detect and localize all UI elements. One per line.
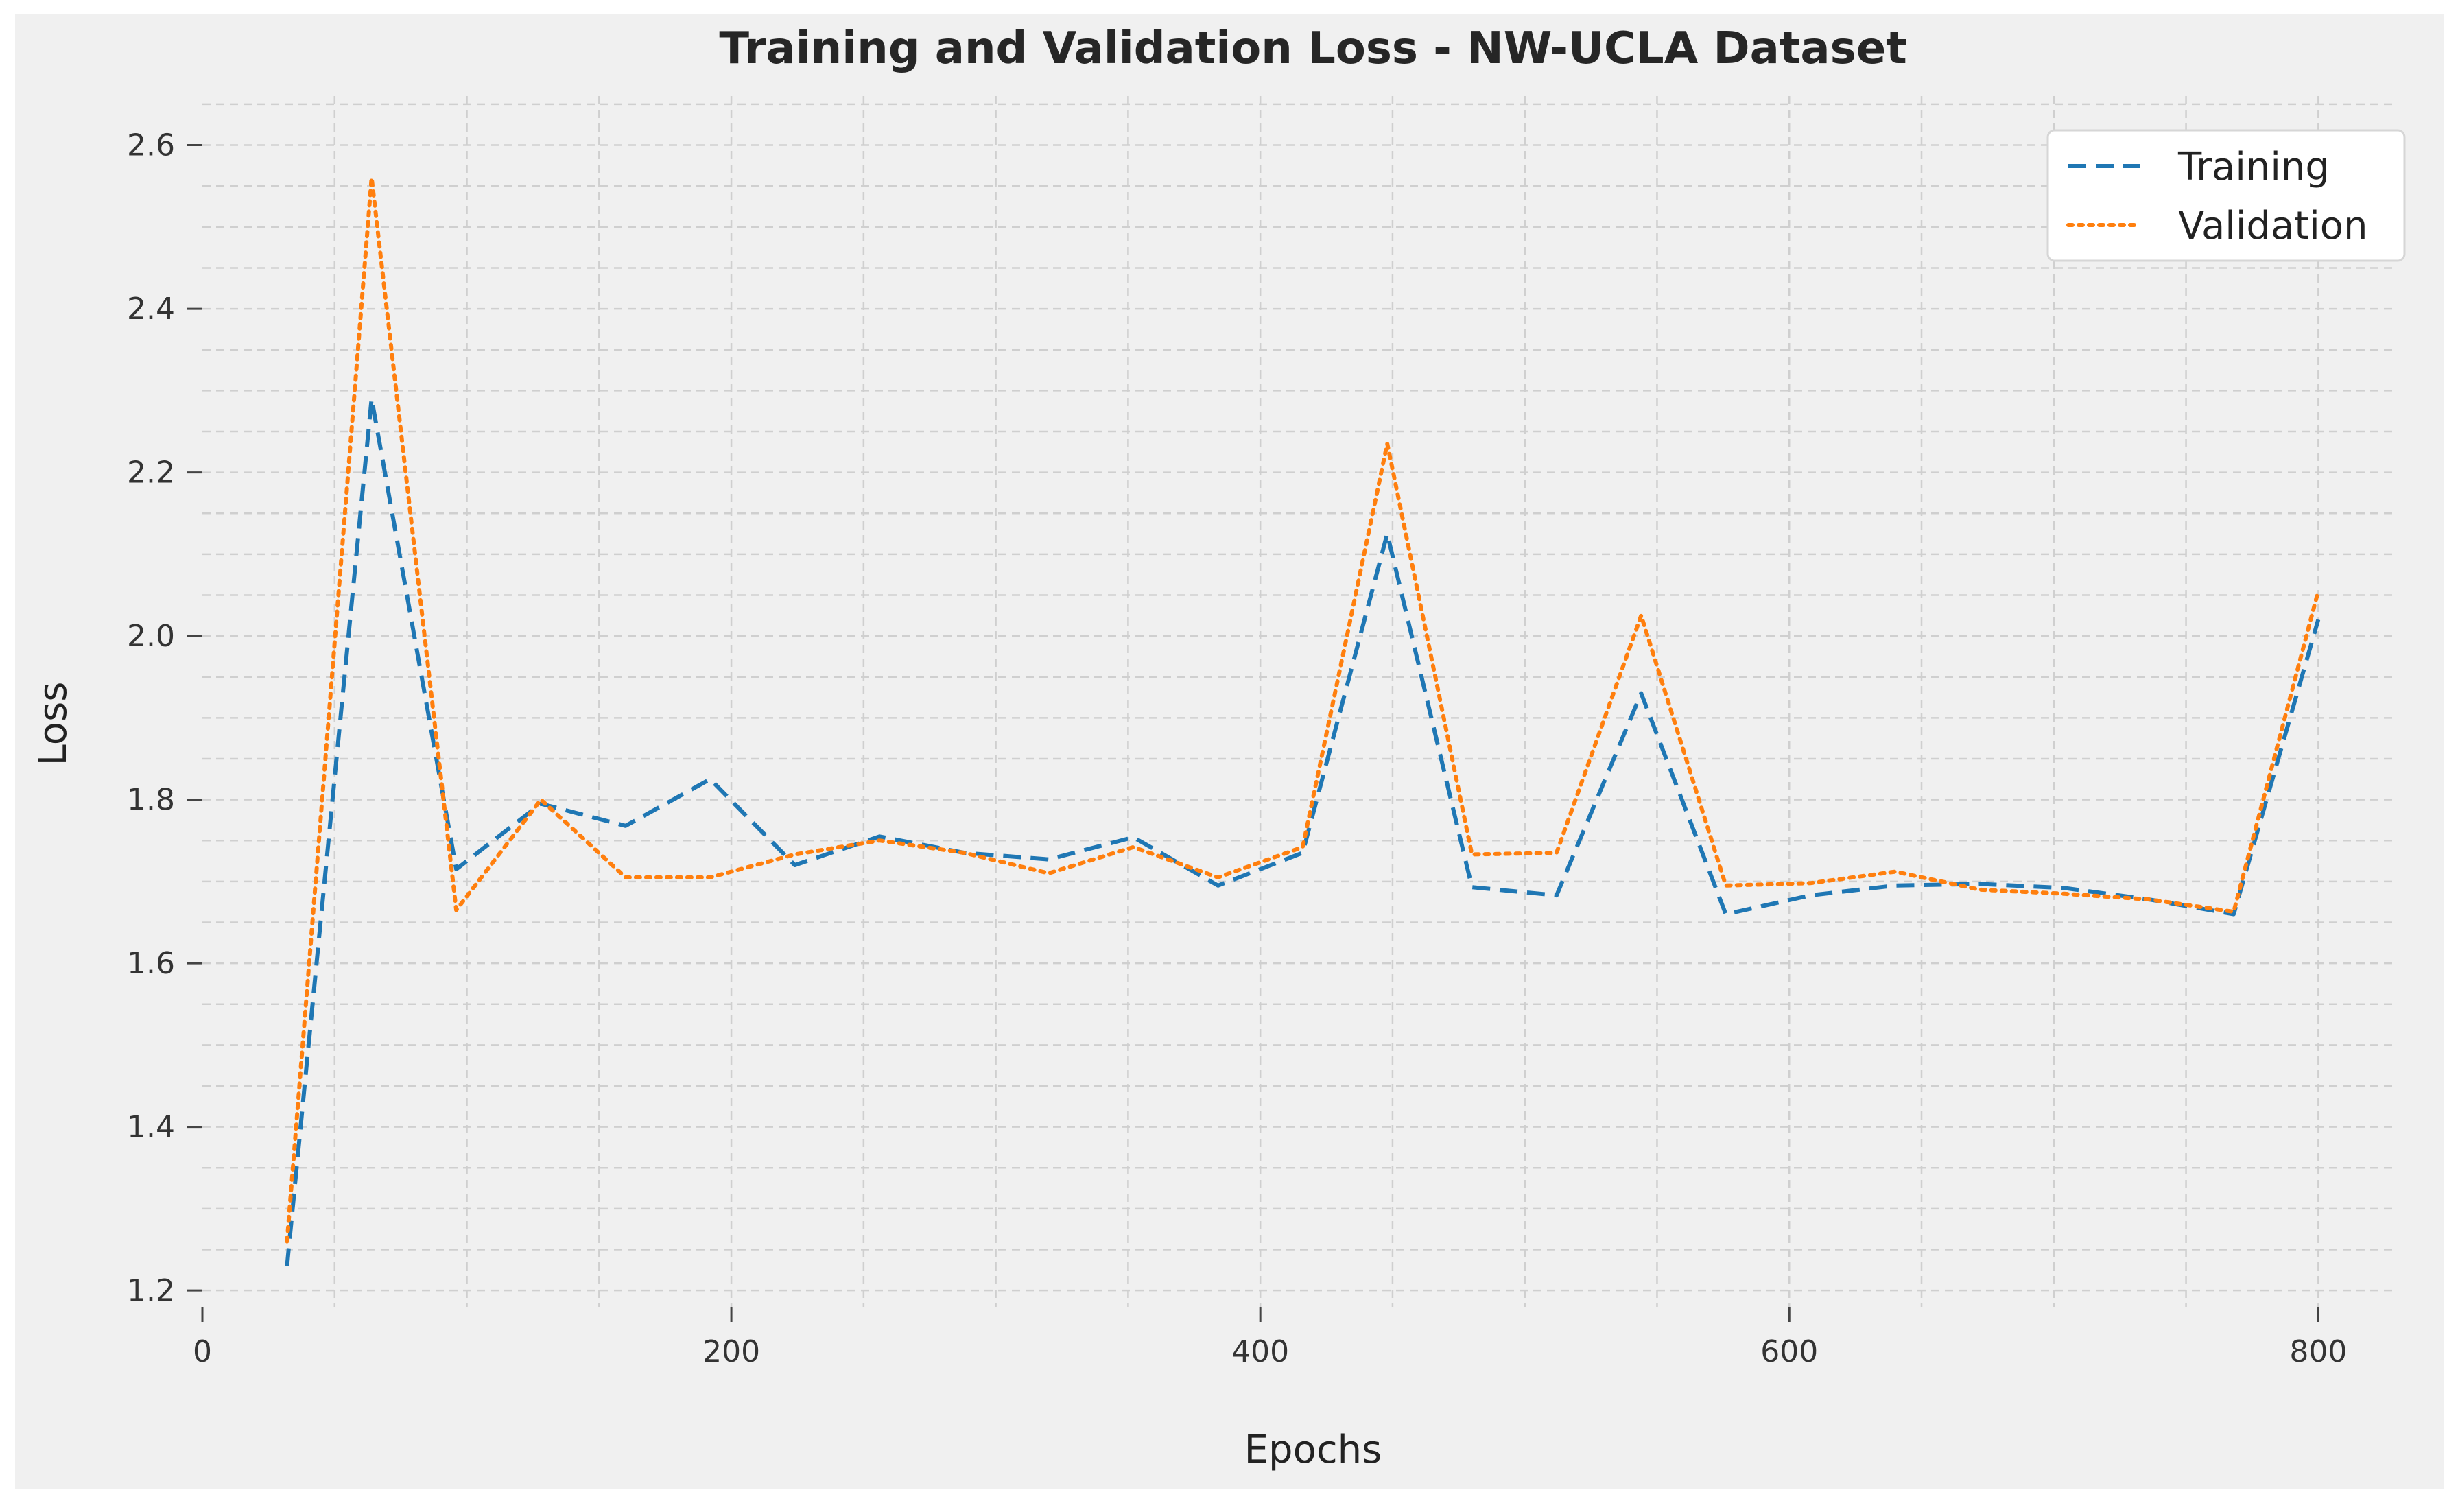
series-lines [285, 176, 2321, 1266]
x-tick-label: 600 [1760, 1334, 1818, 1369]
series-line-validation [285, 176, 2321, 1244]
y-tick-label: 1.2 [127, 1273, 175, 1308]
axes: 1.2 1.4 1.6 1.8 2.0 2.2 2.4 2.6 0 200 400 600 800 [127, 128, 2347, 1369]
y-tick-label: 2.4 [127, 292, 175, 327]
chart-title: Training and Validation Loss - NW-UCLA D… [719, 23, 1906, 74]
legend: Training Validation [2046, 129, 2406, 262]
y-tick-label: 2.0 [127, 619, 175, 654]
x-tick-label: 800 [2289, 1334, 2347, 1369]
y-tick-label: 1.6 [127, 946, 175, 981]
y-tick-label: 2.6 [127, 128, 175, 163]
x-axis-label: Epochs [1244, 1428, 1382, 1472]
legend-label: Training [2177, 145, 2330, 189]
y-tick-label: 1.8 [127, 783, 175, 818]
legend-box [2046, 129, 2406, 262]
series-line-training [285, 397, 2321, 1266]
x-tick-label: 0 [193, 1334, 212, 1369]
legend-label: Validation [2178, 204, 2368, 248]
y-axis-label: Loss [31, 682, 75, 766]
figure-panel [15, 14, 2444, 1489]
grid [202, 96, 2398, 1307]
y-tick-label: 1.4 [127, 1110, 175, 1145]
x-tick-label: 400 [1231, 1334, 1289, 1369]
x-tick-label: 200 [702, 1334, 760, 1369]
y-tick-label: 2.2 [127, 456, 175, 491]
